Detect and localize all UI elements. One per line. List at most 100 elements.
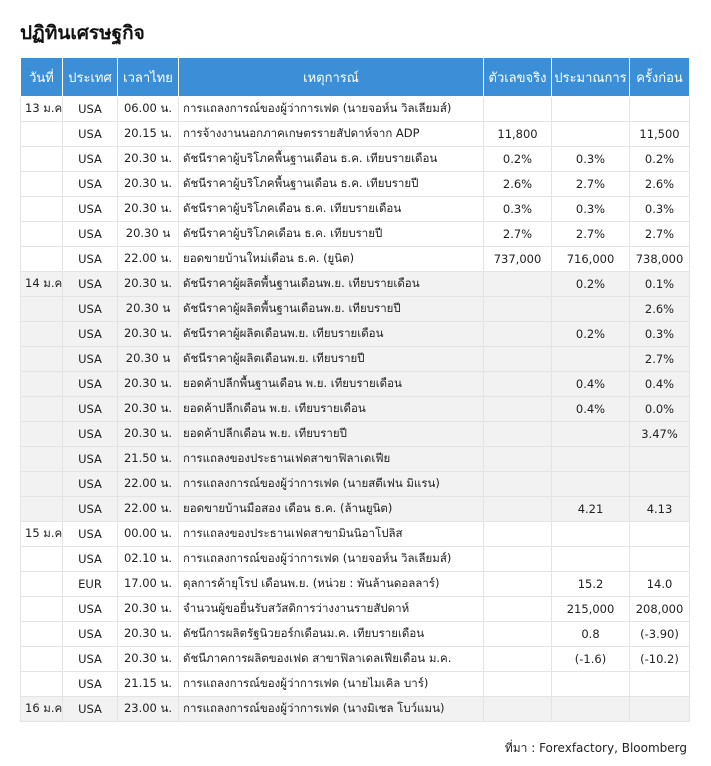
column-header: ครั้งก่อน: [629, 57, 690, 97]
time-cell: 20.30 น.: [117, 146, 179, 172]
forecast-cell: [551, 421, 630, 447]
date-cell: [20, 646, 63, 672]
column-header: ประเทศ: [62, 57, 118, 97]
table-row: 16 ม.ค. USA 23.00 น. การแถลงการณ์ของผู้ว่าก…: [20, 696, 690, 722]
country-cell: USA: [62, 521, 118, 547]
date-cell: [20, 346, 63, 372]
country-cell: EUR: [62, 571, 118, 597]
table-body: 13 ม.ค. USA 06.00 น. การแถลงการณ์ของผู้ว่าก…: [20, 96, 690, 722]
date-cell: [20, 621, 63, 647]
actual-cell: [483, 596, 552, 622]
event-cell: การแถลงการณ์ของผู้ว่าการเฟด (นายสตีเฟน ม…: [178, 471, 484, 497]
time-cell: 20.30 น: [117, 346, 179, 372]
time-cell: 22.00 น.: [117, 246, 179, 272]
table-row: 14 ม.ค. USA 20.30 น. ดัชนีราคาผู้ผลิตพื้นฐา…: [20, 271, 690, 297]
previous-cell: 0.0%: [629, 396, 690, 422]
column-header: วันที่: [20, 57, 63, 97]
country-cell: USA: [62, 546, 118, 572]
time-cell: 20.30 น.: [117, 371, 179, 397]
table-row: USA 20.30 น. ยอดค้าปลีกพื้นฐานเดือน พ.ย. เ…: [20, 371, 690, 397]
country-cell: USA: [62, 321, 118, 347]
table-row: USA 02.10 น. การแถลงการณ์ของผู้ว่าการเฟด (…: [20, 546, 690, 572]
country-cell: USA: [62, 246, 118, 272]
forecast-cell: [551, 296, 630, 322]
table-row: USA 20.30 นดัชนีราคาผู้บริโภคเดือน ธ.ค. เ…: [20, 221, 690, 247]
actual-cell: 737,000: [483, 246, 552, 272]
previous-cell: (-3.90): [629, 621, 690, 647]
date-cell: [20, 196, 63, 222]
table-row: USA 20.30 น. ยอดค้าปลีกเดือน พ.ย. เทียบราย…: [20, 421, 690, 447]
actual-cell: [483, 696, 552, 722]
event-cell: ดัชนีราคาผู้ผลิตพื้นฐานเดือนพ.ย. เทียบรา…: [178, 271, 484, 297]
previous-cell: 0.4%: [629, 371, 690, 397]
time-cell: 21.15 น.: [117, 671, 179, 697]
time-cell: 20.30 น.: [117, 321, 179, 347]
table-row: USA 22.00 น. การแถลงการณ์ของผู้ว่าการเฟด (…: [20, 471, 690, 497]
table-row: USA 20.30 น. ดัชนีภาคการผลิตของเฟด สาขาฟิล…: [20, 646, 690, 672]
previous-cell: 11,500: [629, 121, 690, 147]
column-header: เหตุการณ์: [178, 57, 484, 97]
forecast-cell: [551, 546, 630, 572]
time-cell: 17.00 น.: [117, 571, 179, 597]
actual-cell: [483, 471, 552, 497]
time-cell: 20.30 น.: [117, 421, 179, 447]
previous-cell: [629, 671, 690, 697]
forecast-cell: [551, 346, 630, 372]
country-cell: USA: [62, 471, 118, 497]
column-header: ประมาณการ: [551, 57, 630, 97]
table-row: USA 20.30 น. จำนวนผู้ขอยื่นรับสวัสดิการว่า…: [20, 596, 690, 622]
event-cell: ดุลการค้ายุโรป เดือนพ.ย. (หน่วย : พันล้า…: [178, 571, 484, 597]
forecast-cell: 0.3%: [551, 146, 630, 172]
event-cell: ยอดค้าปลีกพื้นฐานเดือน พ.ย. เทียบรายเดือ…: [178, 371, 484, 397]
forecast-cell: 0.4%: [551, 396, 630, 422]
table-row: USA 22.00 น. ยอดขายบ้านใหม่เดือน ธ.ค. (ยูน…: [20, 246, 690, 272]
table-row: USA 20.30 น. ดัชนีราคาผู้บริโภคเดือน ธ.ค. …: [20, 196, 690, 222]
date-cell: [20, 546, 63, 572]
previous-cell: 0.1%: [629, 271, 690, 297]
actual-cell: [483, 496, 552, 522]
table-row: USA 20.30 น. ดัชนีราคาผู้บริโภคพื้นฐานเดือ…: [20, 146, 690, 172]
actual-cell: [483, 396, 552, 422]
event-cell: การแถลงการณ์ของผู้ว่าการเฟด (นายจอห์น วิ…: [178, 96, 484, 122]
table-row: USA 21.15 น. การแถลงการณ์ของผู้ว่าการเฟด (…: [20, 671, 690, 697]
time-cell: 21.50 น.: [117, 446, 179, 472]
header-row: วันที่ ประเทศ เวลาไทย เหตุการณ์ ตัวเลขจริง ปร…: [20, 57, 690, 97]
previous-cell: [629, 471, 690, 497]
previous-cell: 14.0: [629, 571, 690, 597]
time-cell: 20.30 น.: [117, 271, 179, 297]
event-cell: ยอดขายบ้านใหม่เดือน ธ.ค. (ยูนิต): [178, 246, 484, 272]
forecast-cell: [551, 521, 630, 547]
forecast-cell: [551, 96, 630, 122]
event-cell: การแถลงการณ์ของผู้ว่าการเฟด (นางมิเชล โบ…: [178, 696, 484, 722]
actual-cell: 0.3%: [483, 196, 552, 222]
actual-cell: [483, 671, 552, 697]
actual-cell: 11,800: [483, 121, 552, 147]
event-cell: ยอดค้าปลีกเดือน พ.ย. เทียบรายปี: [178, 421, 484, 447]
event-cell: ดัชนีการผลิตรัฐนิวยอร์กเดือนม.ค. เทียบรา…: [178, 621, 484, 647]
time-cell: 23.00 น.: [117, 696, 179, 722]
previous-cell: [629, 446, 690, 472]
forecast-cell: 15.2: [551, 571, 630, 597]
country-cell: USA: [62, 146, 118, 172]
country-cell: USA: [62, 396, 118, 422]
time-cell: 20.30 น: [117, 296, 179, 322]
event-cell: ดัชนีราคาผู้บริโภคเดือน ธ.ค. เทียบรายเดื…: [178, 196, 484, 222]
actual-cell: 2.6%: [483, 171, 552, 197]
actual-cell: [483, 346, 552, 372]
actual-cell: [483, 421, 552, 447]
forecast-cell: 0.2%: [551, 321, 630, 347]
event-cell: ดัชนีราคาผู้บริโภคเดือน ธ.ค. เทียบรายปี: [178, 221, 484, 247]
event-cell: การแถลงของประธานเฟดสาขาฟิลาเดเฟีย: [178, 446, 484, 472]
table-row: USA 20.30 นดัชนีราคาผู้ผลิตพื้นฐานเดือนพ.…: [20, 296, 690, 322]
calendar-table: วันที่ ประเทศ เวลาไทย เหตุการณ์ ตัวเลขจริง ปร…: [20, 57, 690, 722]
country-cell: USA: [62, 296, 118, 322]
actual-cell: [483, 646, 552, 672]
page-title: ปฏิทินเศรษฐกิจ: [20, 22, 145, 44]
actual-cell: [483, 546, 552, 572]
event-cell: ดัชนีราคาผู้ผลิตพื้นฐานเดือนพ.ย. เทียบรา…: [178, 296, 484, 322]
table-row: USA 20.15 น. การจ้างงานนอกภาคเกษตรรายสัปดา…: [20, 121, 690, 147]
forecast-cell: [551, 446, 630, 472]
previous-cell: (-10.2): [629, 646, 690, 672]
forecast-cell: 0.3%: [551, 196, 630, 222]
column-header: เวลาไทย: [117, 57, 179, 97]
